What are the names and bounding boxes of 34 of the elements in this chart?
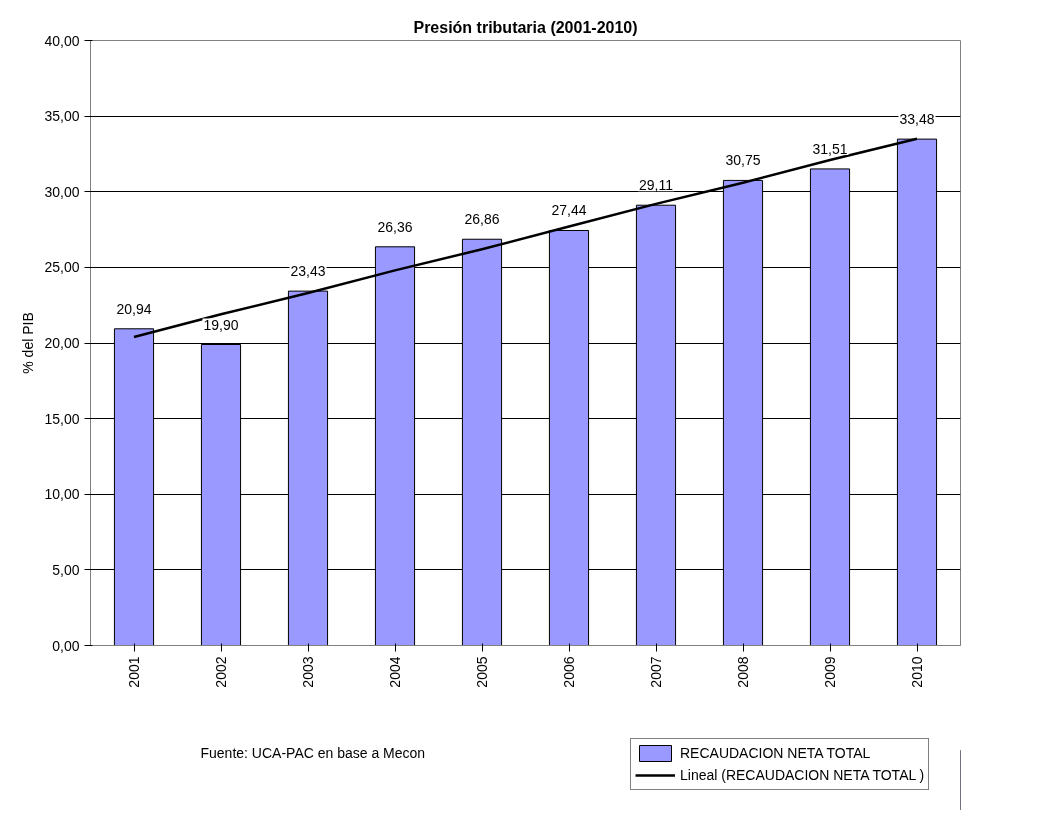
chart-title: Presión tributaria (2001-2010) [413, 18, 638, 36]
x-tick-label: 2001 [126, 656, 142, 688]
x-tick-label: 2007 [648, 656, 664, 688]
y-tick-label: 20,00 [44, 335, 80, 351]
y-tick-label: 40,00 [44, 32, 80, 49]
y-tick-label: 5,00 [52, 561, 80, 578]
x-tick-label: 2004 [387, 656, 403, 688]
data-label: 26,86 [464, 211, 500, 228]
data-label: 26,36 [377, 218, 413, 235]
y-tick-label: 0,00 [52, 637, 80, 654]
x-tick-label: 2010 [909, 656, 925, 688]
y-tick-label: 10,00 [44, 486, 80, 503]
y-axis-title: % del PIB [20, 312, 37, 374]
x-tick-label: 2002 [213, 656, 229, 688]
x-tick-label: 2006 [561, 656, 577, 688]
x-tick-label: 2009 [822, 656, 838, 688]
source-note: Fuente: UCA-PAC en base a Mecon [200, 744, 426, 761]
data-label: 19,90 [203, 316, 239, 333]
data-label: 29,11 [639, 177, 674, 194]
data-label: 23,43 [290, 263, 326, 280]
y-tick-label: 25,00 [44, 259, 80, 276]
y-tick-label: 30,00 [44, 183, 80, 200]
legend-label: RECAUDACION NETA TOTAL [680, 745, 871, 761]
y-tick-label: 15,00 [44, 410, 80, 427]
x-tick-label: 2005 [474, 656, 490, 688]
y-tick-label: 35,00 [44, 108, 80, 125]
data-label: 20,94 [116, 300, 152, 317]
data-label: 31,51 [812, 140, 848, 157]
data-label: 33,48 [899, 111, 935, 128]
x-tick-label: 2003 [300, 656, 316, 688]
legend-label: Lineal (RECAUDACION NETA TOTAL ) [680, 767, 925, 783]
x-tick-label: 2008 [735, 656, 751, 688]
data-label: 30,75 [725, 152, 761, 169]
data-label: 27,44 [551, 202, 587, 219]
